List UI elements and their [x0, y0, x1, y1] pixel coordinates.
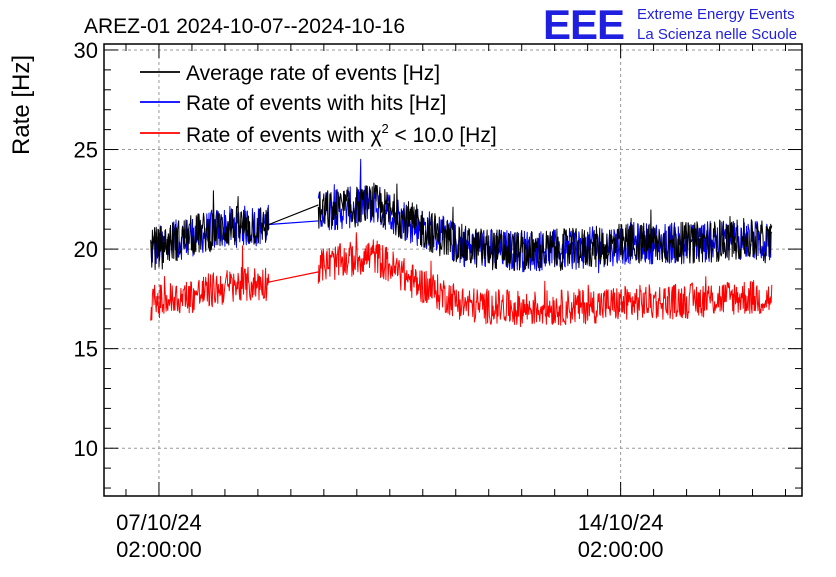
y-tick-label: 25	[74, 138, 98, 163]
series-line-average	[317, 182, 773, 271]
gap-connector-average	[268, 204, 319, 226]
series-line-chi2	[150, 245, 270, 321]
plot-frame	[103, 43, 803, 497]
x-tick-label-time: 02:00:00	[578, 537, 664, 562]
x-tick-label-time: 02:00:00	[116, 537, 202, 562]
series-line-chi2	[317, 232, 773, 328]
legend-label-chi2: Rate of events with χ2 < 10.0 [Hz]	[186, 121, 497, 147]
gap-connector-chi2	[268, 271, 319, 283]
series-line-average	[150, 190, 270, 270]
y-tick-label: 15	[74, 337, 98, 362]
y-tick-label: 20	[74, 237, 98, 262]
chart-title: AREZ-01 2024-10-07--2024-10-16	[84, 15, 405, 38]
y-tick-label: 10	[74, 436, 98, 461]
plot-area	[150, 158, 773, 328]
eee-logo: EEE	[543, 1, 624, 48]
y-axis-label: Rate [Hz]	[8, 55, 35, 155]
y-tick-label: 30	[74, 38, 98, 63]
gap-connector-hits	[268, 220, 319, 226]
axes: 101520253007/10/2402:00:0014/10/2402:00:…	[74, 38, 803, 562]
legend-label-average: Average rate of events [Hz]	[186, 62, 440, 85]
legend: Average rate of events [Hz] Rate of even…	[140, 62, 497, 147]
logo-line-2: La Scienza nelle Scuole	[637, 26, 797, 43]
grid-lines	[104, 44, 802, 496]
legend-label-hits: Rate of events with hits [Hz]	[186, 92, 446, 115]
x-tick-label-date: 07/10/24	[116, 510, 202, 535]
x-tick-label-date: 14/10/24	[578, 510, 664, 535]
logo-line-1: Extreme Energy Events	[637, 6, 795, 23]
